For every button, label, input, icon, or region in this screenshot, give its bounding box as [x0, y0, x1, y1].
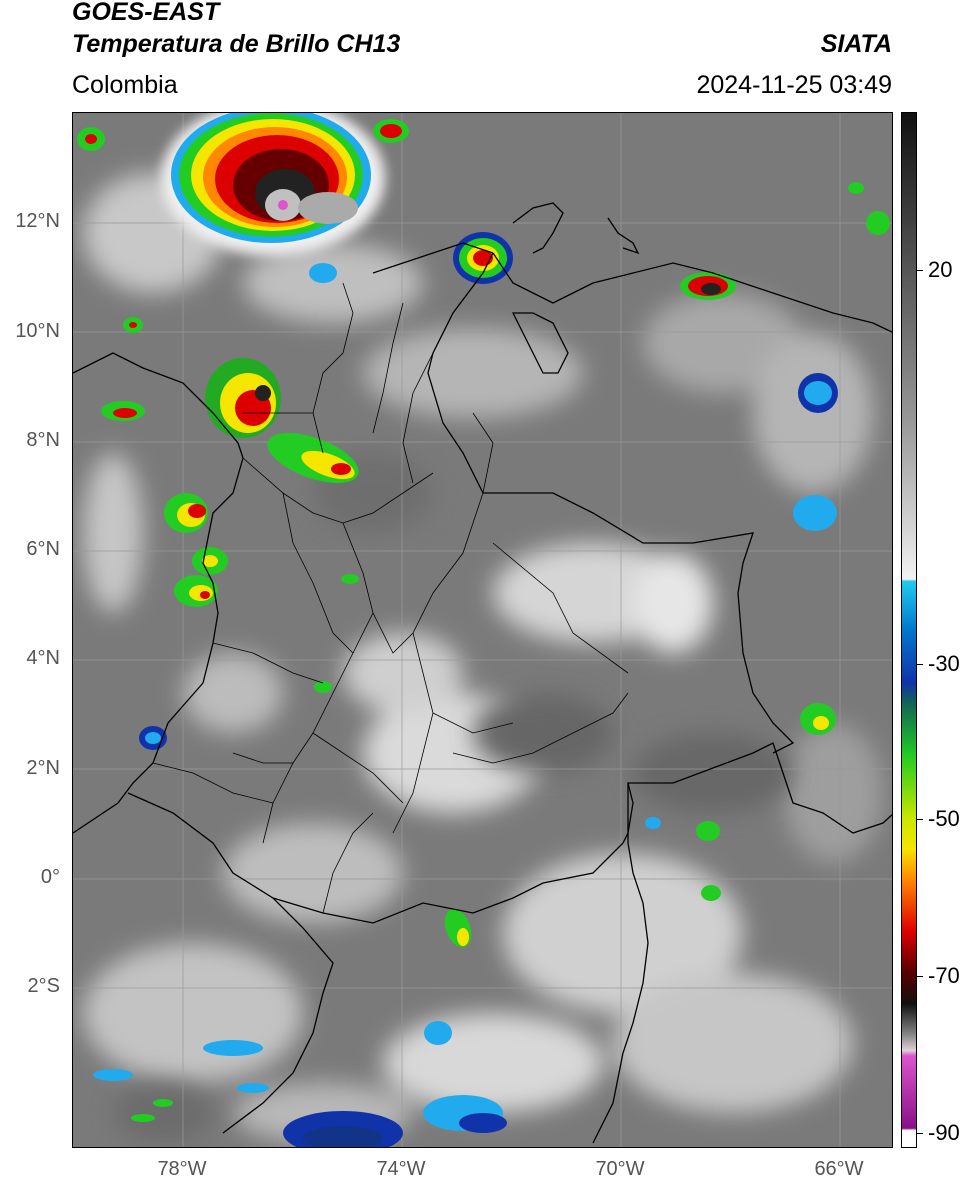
lon-label-70w: 70°W: [595, 1158, 645, 1180]
lat-label-6n: 6°N: [26, 538, 60, 560]
department-borders: [152, 282, 629, 914]
title-product: Temperatura de Brillo CH13: [72, 30, 401, 58]
lat-label-8n: 8°N: [26, 429, 60, 451]
colorbar-tick-minus50: [917, 819, 923, 820]
lat-label-10n: 10°N: [15, 320, 60, 342]
colorbar: [901, 112, 917, 1148]
colorbar-tick-minus30: [917, 664, 923, 665]
lat-label-0: 0°: [40, 866, 60, 888]
lon-label-74w: 74°W: [376, 1158, 426, 1180]
colorbar-tick-20: [917, 270, 923, 271]
lon-label-66w: 66°W: [814, 1158, 864, 1180]
colorbar-label-minus90: -90: [928, 1120, 960, 1145]
region-label: Colombia: [72, 71, 178, 99]
lat-label-12n: 12°N: [15, 210, 60, 232]
storm-cell-caribbean: [161, 113, 409, 256]
colorbar-label-minus30: -30: [928, 651, 960, 676]
colorbar-label-20: 20: [928, 257, 953, 282]
title-satellite: GOES-EAST: [72, 0, 220, 26]
lat-label-2n: 2°N: [26, 757, 60, 779]
southern-cloud-cluster: [93, 1021, 507, 1147]
datetime-label: 2024-11-25 03:49: [696, 71, 892, 99]
lat-label-4n: 4°N: [26, 647, 60, 669]
lat-label-2s: 2°S: [27, 975, 60, 997]
colorbar-label-minus70: -70: [928, 963, 960, 988]
colorbar-label-minus50: -50: [928, 806, 960, 831]
lon-label-78w: 78°W: [157, 1158, 207, 1180]
dark-patches: [113, 453, 793, 1143]
satellite-map[interactable]: [72, 112, 893, 1148]
colorbar-tick-minus90: [917, 1133, 923, 1134]
storm-cells: [77, 127, 890, 948]
organization-label: SIATA: [820, 30, 892, 58]
colorbar-tick-minus70: [917, 976, 923, 977]
